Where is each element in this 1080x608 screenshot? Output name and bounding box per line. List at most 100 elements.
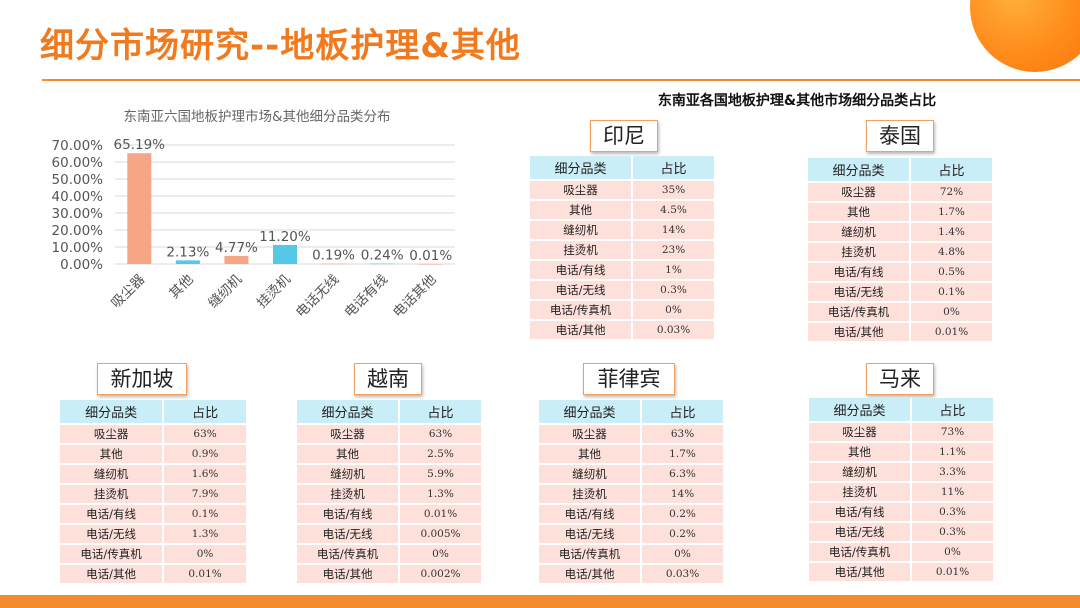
table-header-row: 细分品类 占比	[60, 400, 246, 423]
category-cell: 电话/无线	[60, 525, 165, 543]
share-cell: 63%	[642, 425, 723, 443]
share-cell: 4.5%	[633, 201, 714, 219]
category-cell: 电话/有线	[530, 261, 634, 279]
table-row: 挂烫机 14%	[539, 485, 723, 503]
table-row: 挂烫机 7.9%	[60, 485, 246, 503]
category-cell: 电话/有线	[809, 503, 913, 521]
category-cell: 电话/其他	[60, 565, 165, 583]
data-label: 2.13%	[166, 244, 209, 260]
header-category: 细分品类	[530, 156, 634, 179]
bar-2	[175, 260, 200, 264]
share-cell: 7.9%	[164, 485, 246, 503]
share-cell: 1.1%	[912, 443, 993, 461]
share-cell: 1.7%	[911, 203, 992, 221]
y-tick-label: 0.00%	[60, 257, 103, 273]
table-row: 缝纫机 14%	[530, 221, 714, 239]
category-cell: 其他	[809, 443, 913, 461]
category-cell: 其他	[539, 445, 643, 463]
table-row: 电话/其他 0.01%	[808, 323, 992, 341]
category-cell: 电话/无线	[809, 523, 913, 541]
category-cell: 电话/无线	[808, 283, 912, 301]
category-cell: 电话/其他	[530, 321, 634, 339]
table-row: 吸尘器 63%	[297, 425, 481, 443]
category-cell: 吸尘器	[297, 425, 401, 443]
share-cell: 5.9%	[400, 465, 481, 483]
share-cell: 35%	[633, 181, 714, 199]
bar-5	[321, 263, 346, 265]
country-label: 泰国	[866, 120, 934, 152]
x-tick-label: 电话其他	[390, 272, 439, 321]
category-cell: 缝纫机	[809, 463, 913, 481]
category-cell: 挂烫机	[530, 241, 634, 259]
table-row: 吸尘器 63%	[539, 425, 723, 443]
table-row: 缝纫机 3.3%	[809, 463, 993, 481]
category-cell: 其他	[808, 203, 912, 221]
y-tick-label: 50.00%	[52, 172, 104, 188]
x-tick-label: 吸尘器	[108, 271, 148, 311]
data-label: 65.19%	[114, 137, 166, 153]
table-row: 其他 1.7%	[539, 445, 723, 463]
x-tick-label: 挂烫机	[254, 271, 294, 311]
share-cell: 63%	[400, 425, 481, 443]
bar-1	[127, 153, 152, 264]
share-cell: 14%	[642, 485, 723, 503]
category-cell: 电话/传真机	[297, 545, 401, 563]
share-cell: 0.5%	[911, 263, 992, 281]
category-cell: 吸尘器	[539, 425, 643, 443]
table-row: 电话/传真机 0%	[809, 543, 993, 561]
category-cell: 电话/传真机	[808, 303, 912, 321]
share-cell: 63%	[164, 425, 246, 443]
bar-3	[224, 255, 249, 264]
table-header-row: 细分品类 占比	[539, 400, 723, 423]
panel-heading: 东南亚各国地板护理&其他市场细分品类占比	[657, 93, 937, 109]
y-tick-label: 70.00%	[52, 138, 104, 154]
table-row: 吸尘器 35%	[530, 181, 714, 199]
table-row: 电话/无线 0.3%	[809, 523, 993, 541]
table-row: 电话/无线 0.1%	[808, 283, 992, 301]
share-cell: 0.1%	[911, 283, 992, 301]
table-row: 吸尘器 73%	[809, 423, 993, 441]
table-row: 电话/传真机 0%	[539, 545, 723, 563]
share-cell: 0%	[911, 303, 992, 321]
share-cell: 0%	[633, 301, 714, 319]
country-label: 越南	[354, 363, 422, 395]
header-share: 占比	[400, 400, 481, 423]
share-cell: 0.01%	[911, 323, 992, 341]
share-cell: 6.3%	[642, 465, 723, 483]
data-label: 0.19%	[312, 248, 355, 264]
table-row: 缝纫机 1.6%	[60, 465, 246, 483]
y-tick-label: 10.00%	[52, 240, 104, 256]
share-cell: 0.3%	[912, 503, 993, 521]
table-row: 电话/无线 1.3%	[60, 525, 246, 543]
category-cell: 其他	[297, 445, 401, 463]
category-cell: 电话/无线	[297, 525, 401, 543]
share-cell: 72%	[911, 183, 992, 201]
share-cell: 0.01%	[164, 565, 246, 583]
data-label: 11.20%	[259, 229, 311, 245]
category-cell: 吸尘器	[808, 183, 912, 201]
country-share-table: 细分品类 占比 吸尘器 63% 其他 0.9% 缝纫机 1.6% 挂烫机 7.9% 电话/有线 0.1…	[60, 398, 246, 585]
category-cell: 缝纫机	[539, 465, 643, 483]
table-row: 缝纫机 5.9%	[297, 465, 481, 483]
table-row: 挂烫机 4.8%	[808, 243, 992, 261]
table-row: 缝纫机 1.4%	[808, 223, 992, 241]
category-cell: 电话/其他	[539, 565, 643, 583]
table-row: 其他 4.5%	[530, 201, 714, 219]
share-cell: 0%	[164, 545, 246, 563]
category-cell: 挂烫机	[60, 485, 165, 503]
share-cell: 0.01%	[912, 563, 993, 581]
table-header-row: 细分品类 占比	[809, 398, 993, 421]
share-cell: 11%	[912, 483, 993, 501]
share-cell: 4.8%	[911, 243, 992, 261]
share-cell: 1.6%	[164, 465, 246, 483]
header-category: 细分品类	[60, 400, 165, 423]
table-row: 电话/传真机 0%	[530, 301, 714, 319]
header-category: 细分品类	[297, 400, 401, 423]
segment-distribution-chart: 东南亚六国地板护理市场&其他细分品类分布 0.00%10.00%20.00%30.…	[52, 108, 455, 321]
table-row: 挂烫机 1.3%	[297, 485, 481, 503]
category-cell: 电话/传真机	[539, 545, 643, 563]
data-label: 4.77%	[215, 240, 258, 256]
share-cell: 1.3%	[164, 525, 246, 543]
chart-title: 东南亚六国地板护理市场&其他细分品类分布	[123, 108, 390, 125]
country-share-table: 细分品类 占比 吸尘器 35% 其他 4.5% 缝纫机 14% 挂烫机 23% 电话/有线 1% 电话/…	[530, 154, 714, 341]
